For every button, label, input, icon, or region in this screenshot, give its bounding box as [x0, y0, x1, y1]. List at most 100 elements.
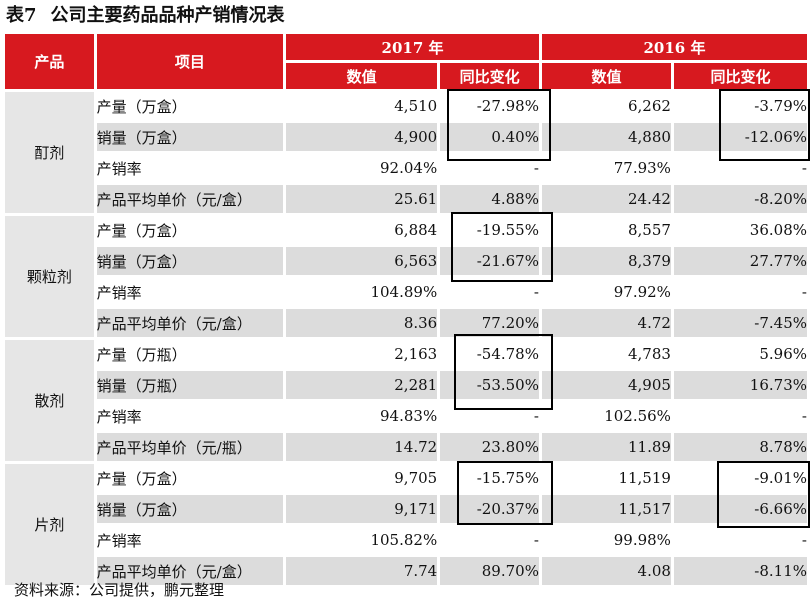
table-row: 产销率 105.82% -99.98% - [5, 526, 807, 554]
row-item-label: 产量（万盒） [96, 216, 284, 244]
table-title-text: 公司主要药品品种产销情况表 [50, 5, 285, 26]
table-row: 颗粒剂 产量（万盒） 6,884 -19.55% 8,557 36.08% [5, 216, 807, 337]
yoy-2017: 0.40% [440, 123, 539, 151]
value-2016: 24.42 [541, 185, 671, 213]
yoy-2016: -8.11% [673, 557, 807, 585]
value-2017: 92.04% [286, 154, 438, 182]
table-body: 酊剂 产量（万盒） 4,510 -27.98% 6,262 -3.79% 销量（万盒） 4,9… [5, 92, 807, 585]
source-note: 资料来源：公司提供，鹏元整理 [14, 581, 225, 599]
yoy-2016: 5.96% [673, 340, 807, 368]
row-item-label: 产销率 [96, 402, 284, 430]
value-2016: 11,517 [541, 495, 671, 523]
value-2017: 104.89% [286, 278, 438, 306]
header-value-2016: 数值 [541, 63, 671, 89]
table-row: 产品平均单价（元/盒） 25.61 4.88% 24.42 -8.20% [5, 185, 807, 213]
value-2017: 14.72 [286, 433, 438, 461]
header-item: 项目 [96, 34, 284, 89]
yoy-2016: -6.66% [673, 495, 807, 523]
value-2016: 77.93% [541, 154, 671, 182]
table-row: 酊剂 产量（万盒） 4,510 -27.98% 6,262 -3.79% [5, 92, 807, 213]
row-item-label: 产量（万盒） [96, 92, 284, 120]
value-2016: 4,905 [541, 371, 671, 399]
production-sales-table: 产品 项目 2017 年 2016 年 数值 同比变化 数值 同比变化 酊剂 产量… [2, 31, 810, 588]
yoy-2016: 8.78% [673, 433, 807, 461]
value-2017: 6,884 [286, 216, 438, 244]
header-yoy-2016: 同比变化 [673, 63, 807, 89]
yoy-2017: -21.67% [440, 247, 539, 275]
value-2016: 4.72 [541, 309, 671, 337]
yoy-2017: -15.75% [440, 464, 539, 492]
table-row: 产销率 94.83% -102.56% - [5, 402, 807, 430]
value-2017: 7.74 [286, 557, 438, 585]
row-item-label: 产量（万瓶） [96, 340, 284, 368]
value-2016: 8,557 [541, 216, 671, 244]
yoy-2016: -7.45% [673, 309, 807, 337]
table-row: 销量（万盒） 4,900 0.40% 4,880 -12.06% [5, 123, 807, 151]
yoy-2017: - [440, 154, 539, 182]
row-item-label: 销量（万瓶） [96, 371, 284, 399]
yoy-2016: 36.08% [673, 216, 807, 244]
yoy-2016: 16.73% [673, 371, 807, 399]
value-2017: 4,900 [286, 123, 438, 151]
row-item-label: 产品平均单价（元/瓶） [96, 433, 284, 461]
header-yoy-2017: 同比变化 [440, 63, 539, 89]
value-2016: 4,880 [541, 123, 671, 151]
value-2017: 6,563 [286, 247, 438, 275]
table-row: 销量（万盒） 9,171 -20.37% 11,517 -6.66% [5, 495, 807, 523]
row-item-label: 产品平均单价（元/盒） [96, 309, 284, 337]
value-2017: 105.82% [286, 526, 438, 554]
header-product: 产品 [5, 34, 94, 89]
yoy-2017: -53.50% [440, 371, 539, 399]
row-item-label: 销量（万盒） [96, 247, 284, 275]
value-2016: 6,262 [541, 92, 671, 120]
yoy-2016: -12.06% [673, 123, 807, 151]
table-row: 散剂 产量（万瓶） 2,163 -54.78% 4,783 5.96% [5, 340, 807, 461]
value-2016: 8,379 [541, 247, 671, 275]
product-category: 片剂 [5, 464, 94, 585]
yoy-2017: 77.20% [440, 309, 539, 337]
table-row: 产销率 104.89% -97.92% - [5, 278, 807, 306]
value-2016: 102.56% [541, 402, 671, 430]
value-2016: 4.08 [541, 557, 671, 585]
yoy-2016: - [673, 278, 807, 306]
value-2016: 11,519 [541, 464, 671, 492]
yoy-2016: 27.77% [673, 247, 807, 275]
row-item-label: 产销率 [96, 278, 284, 306]
yoy-2016: -9.01% [673, 464, 807, 492]
value-2017: 9,705 [286, 464, 438, 492]
table-row: 产品平均单价（元/盒） 7.74 89.70% 4.08 -8.11% [5, 557, 807, 585]
header-year-2017: 2017 年 [286, 34, 539, 60]
yoy-2016: -8.20% [673, 185, 807, 213]
value-2017: 8.36 [286, 309, 438, 337]
row-item-label: 产量（万盒） [96, 464, 284, 492]
value-2017: 2,281 [286, 371, 438, 399]
yoy-2017: -54.78% [440, 340, 539, 368]
yoy-2016: - [673, 402, 807, 430]
header-year-2016: 2016 年 [541, 34, 807, 60]
value-2017: 2,163 [286, 340, 438, 368]
row-item-label: 销量（万盒） [96, 495, 284, 523]
yoy-2017: 23.80% [440, 433, 539, 461]
yoy-2017: - [440, 526, 539, 554]
product-category: 酊剂 [5, 92, 94, 213]
table-row: 产品平均单价（元/盒） 8.36 77.20% 4.72 -7.45% [5, 309, 807, 337]
product-category: 散剂 [5, 340, 94, 461]
yoy-2016: - [673, 154, 807, 182]
product-category: 颗粒剂 [5, 216, 94, 337]
value-2016: 11.89 [541, 433, 671, 461]
table-title: 表7 公司主要药品品种产销情况表 [6, 2, 285, 30]
row-item-label: 销量（万盒） [96, 123, 284, 151]
yoy-2016: -3.79% [673, 92, 807, 120]
yoy-2017: 89.70% [440, 557, 539, 585]
yoy-2017: - [440, 402, 539, 430]
value-2017: 94.83% [286, 402, 438, 430]
row-item-label: 产品平均单价（元/盒） [96, 185, 284, 213]
yoy-2016: - [673, 526, 807, 554]
yoy-2017: -27.98% [440, 92, 539, 120]
table-row: 销量（万盒） 6,563 -21.67% 8,379 27.77% [5, 247, 807, 275]
value-2016: 97.92% [541, 278, 671, 306]
table-number: 表7 [6, 5, 37, 26]
yoy-2017: - [440, 278, 539, 306]
table-row: 销量（万瓶） 2,281 -53.50% 4,905 16.73% [5, 371, 807, 399]
row-item-label: 产品平均单价（元/盒） [96, 557, 284, 585]
